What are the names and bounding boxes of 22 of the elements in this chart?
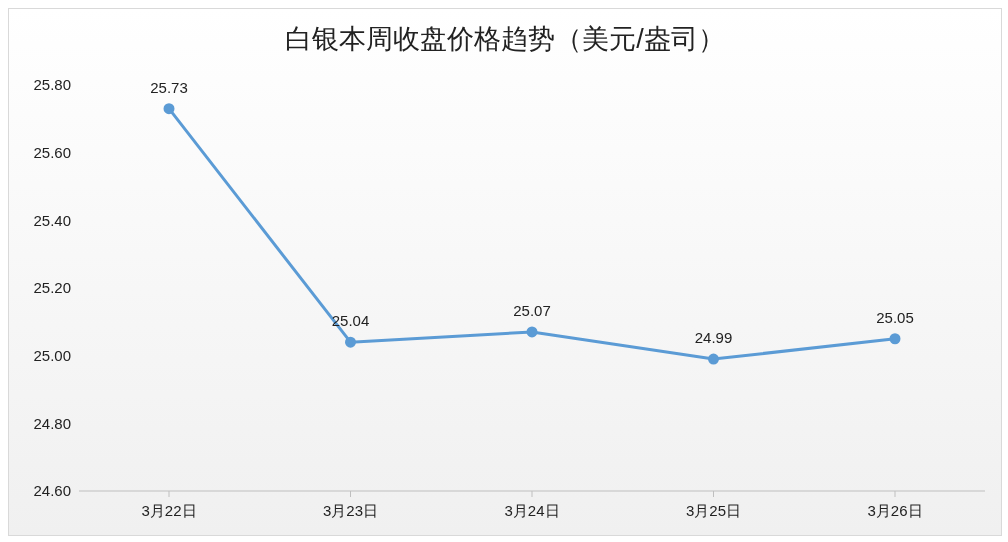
point bbox=[889, 333, 901, 345]
data-label: 25.07 bbox=[513, 301, 551, 319]
x-tick-label: 3月25日 bbox=[685, 501, 742, 519]
data-label: 24.99 bbox=[694, 329, 733, 347]
y-tick-label: 25.40 bbox=[33, 211, 71, 229]
chart-title: 白银本周收盘价格趋势（美元/盎司） bbox=[284, 23, 726, 56]
data-label: 25.73 bbox=[150, 78, 188, 96]
x-tick-label: 3月23日 bbox=[322, 501, 379, 519]
y-tick-label: 24.80 bbox=[33, 414, 71, 432]
y-tick-label: 25.20 bbox=[33, 279, 71, 297]
point bbox=[345, 336, 356, 348]
y-tick-label: 25.60 bbox=[33, 143, 71, 161]
point bbox=[708, 353, 719, 365]
x-tick-label: 3月24日 bbox=[504, 501, 560, 519]
y-tick-label: 25.00 bbox=[33, 346, 71, 364]
data-label: 25.05 bbox=[876, 308, 914, 326]
y-tick-label: 25.80 bbox=[33, 76, 71, 94]
point bbox=[526, 326, 538, 338]
x-tick-label: 3月26日 bbox=[867, 501, 923, 519]
x-tick-label: 3月22日 bbox=[141, 501, 197, 519]
point bbox=[163, 103, 175, 115]
y-tick-label: 24.60 bbox=[33, 482, 71, 500]
